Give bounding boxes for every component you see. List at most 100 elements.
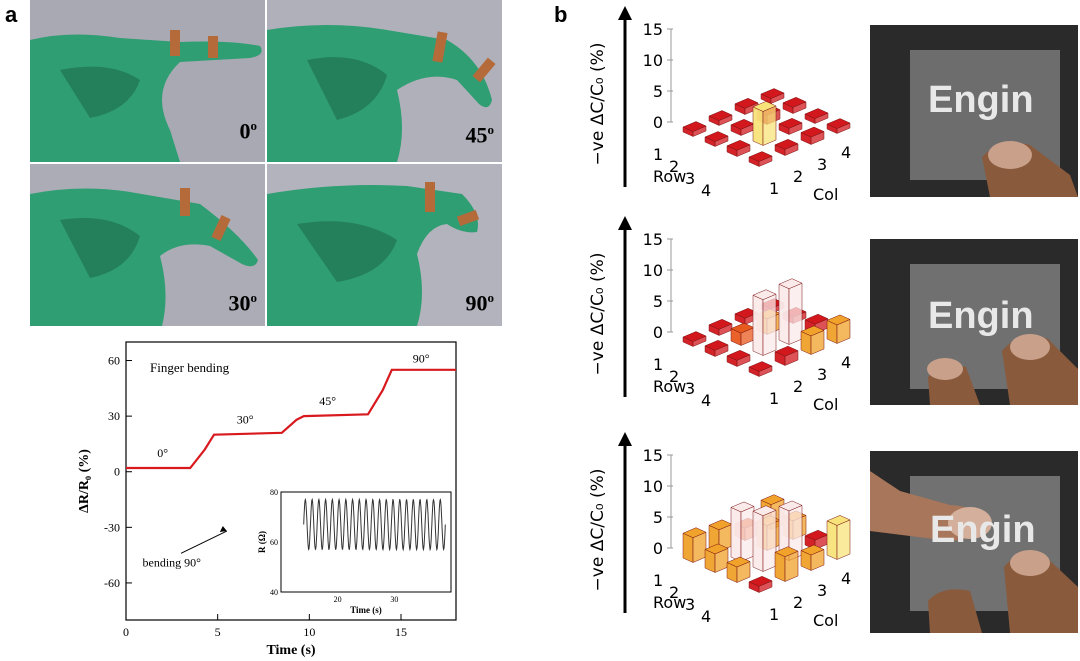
screen-text-2: Engin — [928, 295, 1034, 337]
angle-label-45: 45o — [465, 122, 495, 148]
col-tick-label: 1 — [769, 605, 779, 624]
bar-right-face — [740, 506, 755, 562]
row-axis-label: Row — [653, 377, 686, 396]
bar-top-face — [748, 576, 773, 587]
col-axis-label: Col — [813, 395, 838, 414]
bar3d-cell — [704, 340, 729, 357]
arrow-label: bending 90° — [143, 555, 202, 569]
touch-photo-2: Engin — [870, 239, 1078, 405]
bar-left-face — [752, 510, 764, 572]
bar-top-face — [782, 97, 807, 108]
col-tick-label: 1 — [769, 389, 779, 408]
bar-top-face — [682, 331, 707, 342]
inset-y-axis-label: R (Ω) — [257, 531, 267, 553]
bar-top-face — [748, 361, 773, 372]
bar3d-cell — [752, 505, 777, 572]
bar-top-face — [726, 140, 751, 151]
row-tick-label: 3 — [685, 169, 695, 188]
z-axis-label: −ve ΔC/C₀ (%) — [588, 253, 608, 376]
col-tick-label: 1 — [769, 179, 779, 198]
hand-30-illustration — [30, 164, 265, 326]
row-tick-label: 2 — [669, 157, 679, 176]
panel-b-letter: b — [554, 2, 568, 27]
row-tick-label: 1 — [653, 571, 663, 590]
bar-top-face — [774, 139, 799, 150]
panel-a-letter: a — [5, 2, 18, 27]
y-axis-label: ΔR/R₀ (%) — [77, 449, 92, 513]
row-tick-label: 4 — [701, 181, 711, 200]
bar-right-face — [762, 509, 777, 572]
bar3d-cell — [774, 345, 799, 366]
z-tick-label: 15 — [643, 230, 663, 249]
z-tick-label: 0 — [653, 539, 663, 558]
z-tick-label: 0 — [653, 113, 663, 132]
col-axis-label: Col — [813, 611, 838, 630]
z-tick-label: 10 — [643, 477, 663, 496]
col-tick-label: 2 — [793, 593, 803, 612]
touch-photo-3: Engin — [870, 451, 1078, 633]
bar-top-face — [778, 500, 803, 512]
y-tick-label: 60 — [108, 354, 120, 368]
y-tick-label: -30 — [104, 520, 120, 534]
inset-y-tick-label: 80 — [270, 488, 278, 497]
z-tick-label: 10 — [643, 261, 663, 280]
bar3d-cell — [782, 97, 807, 114]
bar-top-face — [826, 515, 851, 526]
z-axis-arrow-head — [618, 216, 632, 230]
col-tick-label: 2 — [793, 167, 803, 186]
z-tick-label: 5 — [653, 82, 663, 101]
inset-x-tick-label: 30 — [390, 595, 398, 604]
row-tick-label: 1 — [653, 355, 663, 374]
bar-left-face — [774, 551, 786, 582]
hand-90-illustration — [267, 164, 502, 326]
y-tick-label: 0 — [114, 465, 120, 479]
touch-screen-3-illustration — [870, 451, 1078, 633]
bar3d-cell — [826, 314, 851, 344]
x-tick-label: 15 — [395, 625, 407, 639]
angle-label-30: 30o — [228, 290, 258, 316]
x-tick-label: 10 — [303, 625, 315, 639]
z-axis-arrow-head — [618, 6, 632, 20]
inset-x-axis-label: Time (s) — [350, 605, 382, 615]
finger-photo-45: 45o — [267, 0, 502, 162]
bar-left-face — [778, 283, 790, 345]
bar3d-cell — [708, 110, 733, 126]
bar3d-cell — [726, 556, 751, 583]
z-tick-label: 5 — [653, 508, 663, 527]
bar-top-face — [800, 325, 825, 337]
hand-0-illustration — [30, 0, 265, 162]
col-tick-label: 4 — [841, 353, 851, 372]
bar3d-cell — [826, 515, 851, 560]
z-axis-label: −ve ΔC/C₀ (%) — [588, 469, 608, 592]
bar3d-cell — [826, 118, 851, 134]
col-tick-label: 3 — [817, 155, 827, 174]
finger-photo-0: 0o — [30, 0, 265, 162]
z-tick-label: 15 — [643, 20, 663, 39]
bar-right-face — [788, 282, 803, 345]
step-label: 30° — [237, 413, 254, 427]
bar3d-cell — [752, 101, 777, 146]
bar3d-cell — [682, 121, 707, 137]
touch-screen-2-illustration — [870, 239, 1078, 405]
bar-top-face — [826, 314, 851, 326]
bar3d-cell — [704, 543, 729, 573]
bar-top-face — [726, 350, 751, 361]
bar3d-cell — [734, 98, 759, 115]
bar-top-face — [800, 544, 825, 556]
col-tick-label: 2 — [793, 377, 803, 396]
bar-top-face — [774, 345, 799, 357]
bar3d-cell — [748, 576, 773, 593]
finger-photo-30: 30o — [30, 164, 265, 326]
bar3d-cell — [748, 151, 773, 167]
angle-label-90: 90o — [465, 290, 495, 316]
plot-frame — [125, 341, 457, 621]
bar3d-cell — [730, 119, 755, 136]
annotation-title: Finger bending — [150, 360, 230, 375]
bar-top-face — [804, 108, 829, 119]
bar3d-cell — [760, 88, 785, 104]
bar3d-cell — [778, 500, 803, 561]
z-axis-arrow-head — [618, 432, 632, 446]
row-tick-label: 2 — [669, 583, 679, 602]
touch-screen-photos: Engin Engin Engin — [870, 25, 1080, 635]
